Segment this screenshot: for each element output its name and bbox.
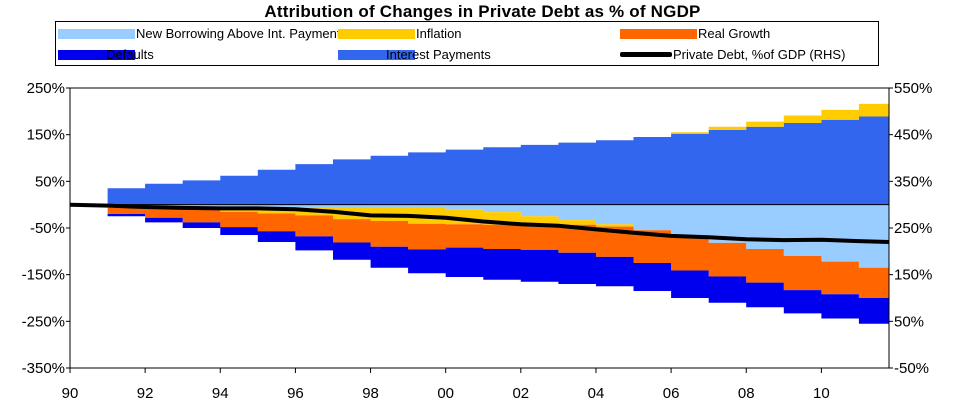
legend-line-private-debt: [620, 52, 672, 57]
x-tick-label: 10: [813, 385, 830, 402]
chart-title: Attribution of Changes in Private Debt a…: [264, 2, 701, 21]
legend-label-new-borrowing: New Borrowing Above Int. Payments: [136, 26, 347, 41]
x-tick-label: 00: [437, 385, 454, 402]
legend-label-private-debt: Private Debt, %of GDP (RHS): [673, 47, 846, 62]
right-tick-label: 550%: [894, 80, 932, 97]
area-layers: [70, 98, 889, 333]
private-debt-line: [69, 202, 890, 244]
left-tick-label: -50%: [30, 220, 65, 237]
x-tick-label: 06: [663, 385, 680, 402]
x-axis: 90 92 94 96 98 00 02 04 06 08 10: [62, 367, 889, 402]
left-axis: 250% 150% 50% -50% -150% -250% -350%: [22, 80, 70, 377]
left-tick-label: -150%: [22, 267, 65, 284]
right-tick-label: 150%: [894, 267, 932, 284]
right-tick-label: 50%: [894, 313, 924, 330]
left-tick-label: 50%: [35, 173, 65, 190]
x-tick-label: 94: [212, 385, 229, 402]
x-tick-label: 04: [588, 385, 605, 402]
legend-swatch-interest: [338, 50, 415, 60]
area-interest-payments: [70, 113, 889, 205]
area-inflation-negative: [70, 204, 889, 273]
x-tick-label: 02: [512, 385, 529, 402]
left-tick-label: -350%: [22, 360, 65, 377]
legend-swatch-real-growth: [620, 29, 697, 39]
right-tick-label: 250%: [894, 220, 932, 237]
x-tick-label: 90: [62, 385, 79, 402]
legend-swatch-new-borrowing: [58, 29, 135, 39]
area-defaults: [70, 204, 889, 333]
chart-legend: New Borrowing Above Int. Payments Inflat…: [55, 21, 879, 66]
left-tick-label: -250%: [22, 313, 65, 330]
x-tick-label: 96: [287, 385, 304, 402]
legend-swatch-inflation: [338, 29, 415, 39]
left-tick-label: 250%: [27, 80, 65, 97]
x-tick-label: 08: [738, 385, 755, 402]
area-new-borrowing: [70, 204, 889, 273]
x-tick-label: 98: [362, 385, 379, 402]
legend-label-real-growth: Real Growth: [698, 26, 771, 41]
area-real-growth: [70, 204, 889, 301]
debt-line-layer: [69, 202, 890, 244]
left-tick-label: 150%: [27, 127, 65, 144]
x-tick-label: 92: [137, 385, 154, 402]
right-tick-label: 350%: [894, 173, 932, 190]
legend-label-interest: Interest Payments: [386, 47, 491, 62]
legend-label-inflation: Inflation: [416, 26, 462, 41]
legend-swatch-defaults: [58, 50, 135, 60]
right-tick-label: 450%: [894, 127, 932, 144]
right-tick-label: -50%: [894, 360, 929, 377]
right-axis: 550% 450% 350% 250% 150% 50% -50%: [889, 80, 932, 377]
legend-label-defaults: Defaults: [106, 47, 154, 62]
